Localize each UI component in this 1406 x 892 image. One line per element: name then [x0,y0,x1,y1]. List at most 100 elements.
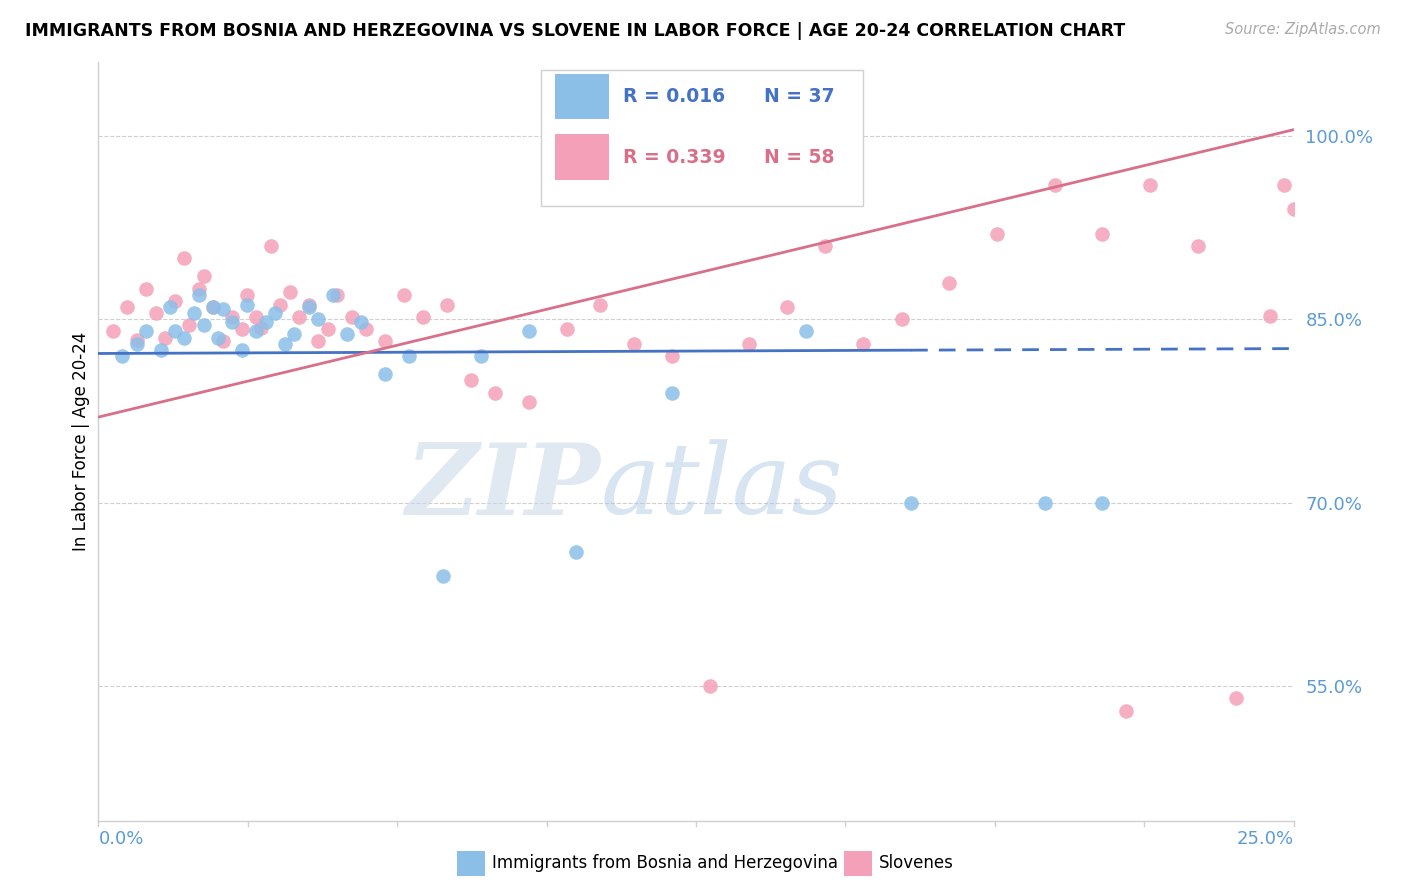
Point [278,285,301,300]
Point [288,310,311,324]
Point [307,312,329,326]
Point [298,297,321,311]
Point [322,287,344,301]
Point [1282,202,1305,217]
Point [125,333,148,347]
Point [193,318,215,333]
Point [814,239,837,253]
Text: Immigrants from Bosnia and Herzegovina: Immigrants from Bosnia and Herzegovina [492,855,838,872]
Point [179,318,201,333]
Point [111,349,134,363]
Point [1115,704,1137,718]
Point [283,326,305,341]
Point [221,315,243,329]
Point [794,325,817,339]
Text: 0.0%: 0.0% [98,830,143,848]
Point [1139,178,1161,192]
Point [1272,178,1295,192]
Point [460,373,482,387]
Point [661,385,683,400]
Point [1292,128,1315,143]
Point [211,302,233,317]
Point [661,349,683,363]
Point [517,395,540,409]
Point [470,349,492,363]
Text: N = 37: N = 37 [763,87,835,106]
Point [1258,309,1281,323]
Point [298,300,321,314]
Point [1091,227,1114,241]
Text: R = 0.016: R = 0.016 [623,87,725,106]
Point [1043,178,1066,192]
Point [135,282,157,296]
Point [852,336,875,351]
Point [555,322,578,336]
Text: N = 58: N = 58 [763,148,835,167]
Point [412,310,434,324]
Point [484,385,506,400]
Point [432,569,454,583]
Point [316,322,339,336]
Point [135,325,157,339]
Point [187,287,209,301]
Text: Slovenes: Slovenes [879,855,953,872]
Point [173,330,195,344]
Point [776,300,799,314]
Point [326,287,349,301]
Point [565,544,588,558]
Point [900,496,922,510]
Point [307,334,329,349]
Point [159,300,181,314]
Point [231,322,253,336]
Point [938,276,960,290]
Text: Source: ZipAtlas.com: Source: ZipAtlas.com [1225,22,1381,37]
Point [145,306,167,320]
Point [436,297,458,311]
Point [202,300,225,314]
Point [163,325,186,339]
FancyBboxPatch shape [541,70,863,206]
Point [350,315,373,329]
Point [1225,691,1247,706]
Point [231,343,253,357]
Point [354,322,377,336]
Point [163,293,186,308]
Point [737,336,759,351]
Point [193,269,215,284]
Point [245,325,267,339]
Bar [555,135,609,180]
Point [173,251,195,265]
Point [398,349,420,363]
Point [183,306,205,320]
Text: 25.0%: 25.0% [1236,830,1294,848]
Point [115,300,138,314]
Y-axis label: In Labor Force | Age 20-24: In Labor Force | Age 20-24 [72,332,90,551]
Point [1187,239,1209,253]
Point [259,239,281,253]
Point [149,343,172,357]
Point [155,330,177,344]
Point [245,310,267,324]
Point [374,334,396,349]
Text: atlas: atlas [600,440,844,534]
Point [374,368,396,382]
Point [269,297,291,311]
Point [125,336,148,351]
Point [623,336,645,351]
Point [101,325,124,339]
Point [1306,496,1329,510]
Point [589,297,612,311]
Bar [555,74,609,120]
Point [890,312,912,326]
Text: IMMIGRANTS FROM BOSNIA AND HERZEGOVINA VS SLOVENE IN LABOR FORCE | AGE 20-24 COR: IMMIGRANTS FROM BOSNIA AND HERZEGOVINA V… [25,22,1126,40]
Point [250,321,273,335]
Point [221,310,243,324]
Text: R = 0.339: R = 0.339 [623,148,725,167]
Point [336,326,359,341]
Point [394,287,416,301]
Point [1091,496,1114,510]
Point [986,227,1008,241]
Text: ZIP: ZIP [405,439,600,535]
Point [235,287,257,301]
Point [264,306,287,320]
